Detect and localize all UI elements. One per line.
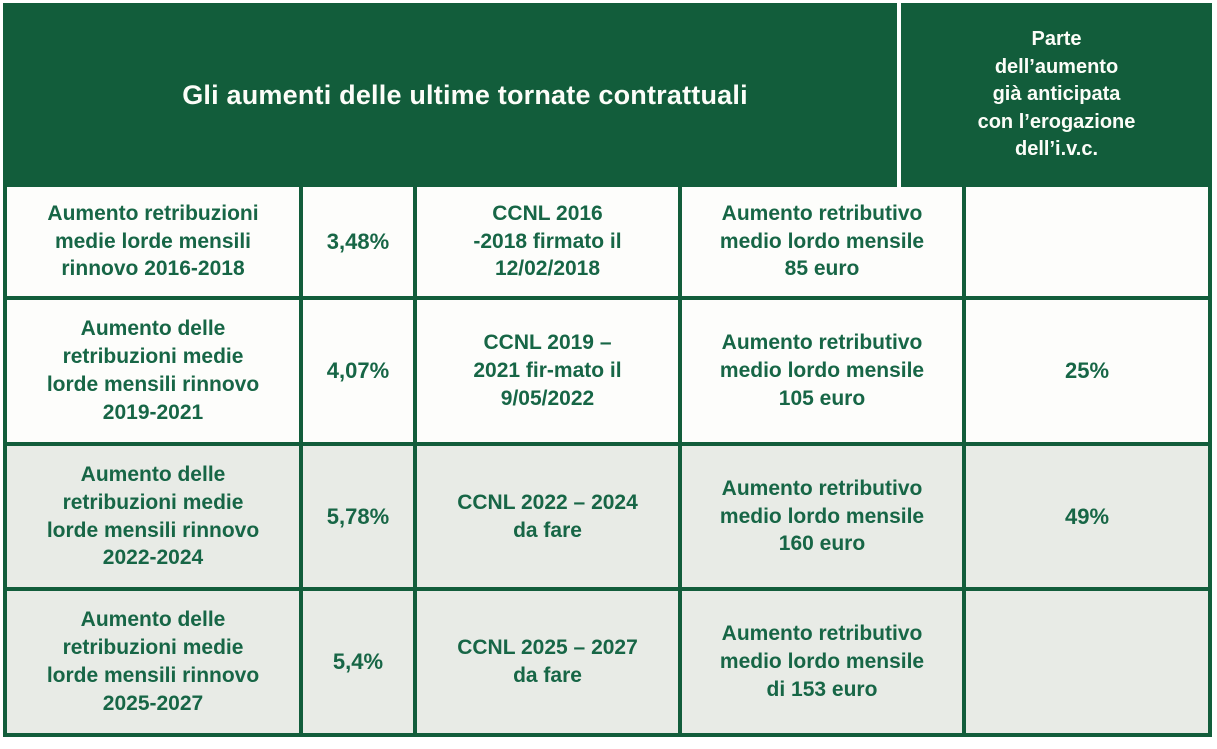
monthly-increase: Aumento retributivo medio lordo mensile … (719, 622, 925, 701)
percentage-value: 3,48% (326, 228, 390, 254)
ccnl-status-cell: CCNL 2019 – 2021 fir-mato il 9/05/2022 (417, 300, 678, 442)
ivc-share-cell (966, 591, 1208, 733)
table-header: Gli aumenti delle ultime tornate contrat… (3, 3, 1212, 187)
contracts-table: Gli aumenti delle ultime tornate contrat… (3, 3, 1212, 737)
contract-label-cell: Aumento retribuzioni medie lorde mensili… (7, 187, 299, 296)
ccnl-status-cell: CCNL 2025 – 2027 da fare (417, 591, 678, 733)
ivc-share (1081, 240, 1093, 244)
contract-label-cell: Aumento delle retribuzioni medie lorde m… (7, 591, 299, 733)
monthly-increase: Aumento retributivo medio lordo mensile … (719, 476, 925, 556)
ccnl-status: CCNL 2025 – 2027 da fare (457, 636, 638, 687)
ccnl-status: CCNL 2022 – 2024 da fare (457, 490, 638, 542)
header-divider (897, 3, 901, 187)
contract-label: Aumento delle retribuzioni medie lorde m… (46, 608, 260, 715)
contract-label-cell: Aumento delle retribuzioni medie lorde m… (7, 300, 299, 442)
percentage-cell: 5,4% (303, 591, 413, 733)
monthly-increase: Aumento retributivo medio lordo mensile … (719, 201, 925, 281)
table-body: Aumento retribuzioni medie lorde mensili… (3, 187, 1212, 737)
percentage-cell: 5,78% (303, 446, 413, 587)
contract-label: Aumento retribuzioni medie lorde mensili… (47, 201, 259, 281)
contract-label: Aumento delle retribuzioni medie lorde m… (46, 317, 260, 424)
monthly-increase: Aumento retributivo medio lordo mensile … (719, 331, 925, 410)
ivc-share: 49% (1064, 503, 1110, 529)
ivc-column-header: Parte dell’aumento già anticipata con l’… (977, 28, 1136, 161)
ivc-share (1081, 660, 1093, 664)
monthly-increase-cell: Aumento retributivo medio lordo mensile … (682, 446, 962, 587)
percentage-value: 5,78% (326, 503, 390, 529)
ccnl-status: CCNL 2016 -2018 firmato il 12/02/2018 (473, 201, 622, 281)
percentage-cell: 3,48% (303, 187, 413, 296)
percentage-value: 4,07% (326, 358, 390, 384)
percentage-cell: 4,07% (303, 300, 413, 442)
monthly-increase-cell: Aumento retributivo medio lordo mensile … (682, 591, 962, 733)
ccnl-status-cell: CCNL 2016 -2018 firmato il 12/02/2018 (417, 187, 678, 296)
contract-label-cell: Aumento delle retribuzioni medie lorde m… (7, 446, 299, 587)
monthly-increase-cell: Aumento retributivo medio lordo mensile … (682, 300, 962, 442)
contract-label: Aumento delle retribuzioni medie lorde m… (46, 462, 260, 570)
ivc-share: 25% (1064, 358, 1110, 384)
table-title-cell: Gli aumenti delle ultime tornate contrat… (3, 3, 897, 187)
ivc-share-cell (966, 187, 1208, 296)
ivc-column-header-cell: Parte dell’aumento già anticipata con l’… (901, 3, 1212, 187)
ccnl-status-cell: CCNL 2022 – 2024 da fare (417, 446, 678, 587)
percentage-value: 5,4% (332, 649, 384, 675)
table-title: Gli aumenti delle ultime tornate contrat… (182, 79, 748, 110)
monthly-increase-cell: Aumento retributivo medio lordo mensile … (682, 187, 962, 296)
ccnl-status: CCNL 2019 – 2021 fir-mato il 9/05/2022 (473, 331, 622, 410)
ivc-share-cell: 49% (966, 446, 1208, 587)
ivc-share-cell: 25% (966, 300, 1208, 442)
